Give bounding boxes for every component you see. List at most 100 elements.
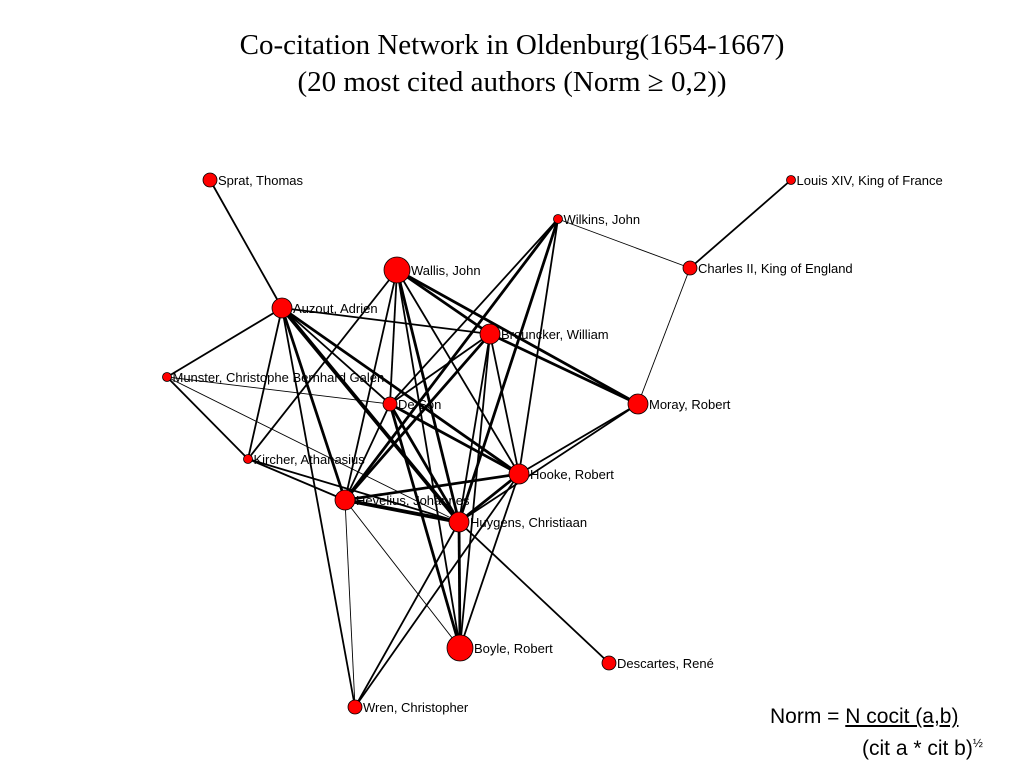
node-louis-label: Louis XIV, King of France <box>797 173 943 188</box>
node-charles: Charles II, King of England <box>682 260 853 276</box>
node-auzout: Auzout, Adrien <box>271 297 378 319</box>
diagram-title: Co-citation Network in Oldenburg(1654-16… <box>239 29 785 61</box>
edge-munster-kircher <box>166 376 249 460</box>
node-hooke-label: Hooke, Robert <box>530 467 614 482</box>
edge-deson-boyle <box>388 403 462 649</box>
edge-deson-huygens <box>388 403 461 523</box>
edge-sprat-auzout <box>209 179 283 309</box>
node-auzout-label: Auzout, Adrien <box>293 301 378 316</box>
node-munster-circle <box>162 372 172 382</box>
edge-deson-hevelius <box>344 403 391 501</box>
node-brouncker: Brouncker, William <box>479 323 609 345</box>
edge-moray-hooke <box>518 403 639 475</box>
node-boyle-circle <box>446 634 474 662</box>
edge-huygens-wren <box>354 521 460 708</box>
formula-exponent: ½ <box>972 736 983 750</box>
node-hevelius-label: Hevelius, Johannes <box>356 493 470 508</box>
edge-charles-moray <box>637 267 691 405</box>
edge-brouncker-moray <box>489 332 639 406</box>
node-wren-circle <box>347 699 363 715</box>
edge-deson-hooke <box>389 402 520 476</box>
edge-kircher-hevelius <box>247 458 346 501</box>
node-wallis: Wallis, John <box>383 256 481 284</box>
node-boyle-label: Boyle, Robert <box>474 641 553 656</box>
edge-auzout-wren <box>281 307 356 708</box>
node-wren: Wren, Christopher <box>347 699 469 715</box>
edge-auzout-brouncker <box>281 307 491 335</box>
node-descartes-circle <box>601 655 617 671</box>
node-hevelius-circle <box>334 489 356 511</box>
node-sprat-label: Sprat, Thomas <box>218 173 304 188</box>
formula-prefix: Norm = <box>770 705 846 728</box>
node-brouncker-label: Brouncker, William <box>501 327 609 342</box>
node-deson: De Son <box>382 396 441 412</box>
node-descartes-label: Descartes, René <box>617 656 714 671</box>
edge-brouncker-boyle <box>459 333 491 649</box>
edge-huygens-descartes <box>458 521 610 664</box>
node-deson-label: De Son <box>398 397 441 412</box>
node-deson-circle <box>382 396 398 412</box>
edge-wallis-boyle <box>396 269 461 649</box>
edge-hevelius-huygens <box>344 498 460 524</box>
node-kircher: Kircher, Athanasius <box>243 452 366 467</box>
edge-auzout-kircher <box>247 307 283 460</box>
node-munster: Munster, Christophe Bernhard Galen <box>162 370 385 385</box>
edge-wallis-deson <box>389 269 398 405</box>
edge-wallis-brouncker <box>396 268 491 336</box>
edge-auzout-munster <box>166 307 283 378</box>
edge-wallis-kircher <box>247 269 398 460</box>
node-sprat: Sprat, Thomas <box>202 172 304 188</box>
node-hooke-circle <box>508 463 530 485</box>
edge-auzout-hevelius <box>280 307 347 501</box>
edge-munster-huygens <box>166 376 460 523</box>
node-huygens: Huygens, Christiaan <box>448 511 587 533</box>
node-huygens-circle <box>448 511 470 533</box>
node-huygens-label: Huygens, Christiaan <box>470 515 587 530</box>
edge-wilkins-hooke <box>518 218 559 475</box>
edge-wallis-moray <box>396 268 639 406</box>
node-sprat-circle <box>202 172 218 188</box>
edge-hevelius-wren <box>344 499 356 708</box>
node-boyle: Boyle, Robert <box>446 634 553 662</box>
edge-hooke-boyle <box>459 473 520 649</box>
edge-brouncker-deson <box>389 333 491 405</box>
node-wilkins-label: Wilkins, John <box>564 212 641 227</box>
edge-wilkins-huygens <box>457 218 560 523</box>
node-moray: Moray, Robert <box>627 393 731 415</box>
node-descartes: Descartes, René <box>601 655 714 671</box>
formula-numerator: N cocit (a,b) <box>845 705 959 728</box>
node-louis-circle <box>786 175 796 185</box>
node-moray-label: Moray, Robert <box>649 397 731 412</box>
formula-denominator: (cit a * cit b) <box>862 737 973 760</box>
node-wallis-label: Wallis, John <box>411 263 481 278</box>
edge-huygens-boyle <box>457 521 462 649</box>
node-kircher-label: Kircher, Athanasius <box>254 452 366 467</box>
edge-wilkins-charles <box>557 218 691 269</box>
node-munster-label: Munster, Christophe Bernhard Galen <box>173 370 385 385</box>
node-wilkins-circle <box>553 214 563 224</box>
node-kircher-circle <box>243 454 253 464</box>
edge-brouncker-hooke <box>489 333 520 475</box>
node-louis: Louis XIV, King of France <box>786 173 943 188</box>
edge-wallis-huygens <box>395 269 461 523</box>
edge-hooke-hevelius <box>344 472 520 502</box>
node-wallis-circle <box>383 256 411 284</box>
node-brouncker-circle <box>479 323 501 345</box>
node-layer: Sprat, Thomas Louis XIV, King of France Wi… <box>162 172 943 715</box>
node-wren-label: Wren, Christopher <box>363 700 469 715</box>
norm-formula-denominator-line: (cit a * cit b)½ <box>862 736 983 761</box>
edge-moray-huygens <box>458 403 639 523</box>
node-hooke: Hooke, Robert <box>508 463 614 485</box>
node-charles-circle <box>682 260 698 276</box>
edge-layer <box>166 179 792 708</box>
node-auzout-circle <box>271 297 293 319</box>
node-charles-label: Charles II, King of England <box>698 261 853 276</box>
norm-formula: Norm = N cocit (a,b) <box>770 705 958 729</box>
node-wilkins: Wilkins, John <box>553 212 641 227</box>
node-hevelius: Hevelius, Johannes <box>334 489 470 511</box>
edge-brouncker-hevelius <box>343 333 492 501</box>
node-moray-circle <box>627 393 649 415</box>
edge-auzout-deson <box>281 307 391 405</box>
edge-brouncker-huygens <box>458 333 491 523</box>
edge-hevelius-boyle <box>344 499 461 649</box>
